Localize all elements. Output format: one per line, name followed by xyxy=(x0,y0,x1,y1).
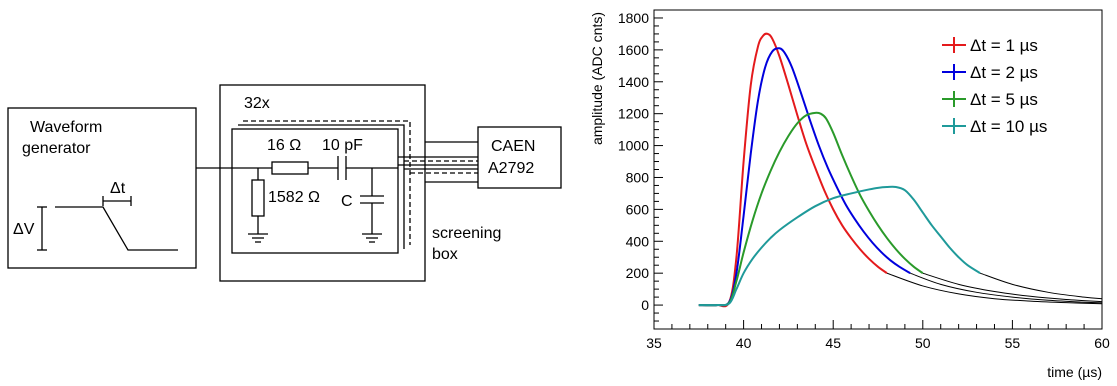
x-tick-label: 45 xyxy=(825,335,841,351)
caen-digitizer-box xyxy=(477,126,562,189)
circuit-diagram xyxy=(7,84,562,282)
digitizer-line2: A2792 xyxy=(488,160,534,177)
resistor-1582ohm xyxy=(251,179,265,217)
series-line xyxy=(698,111,924,307)
y-tick-label: 200 xyxy=(626,265,650,281)
cap1-label: 10 pF xyxy=(322,137,363,154)
x-tick-label: 60 xyxy=(1094,335,1110,351)
y-tick-label: 1000 xyxy=(618,138,649,154)
r1-label: 16 Ω xyxy=(267,137,301,154)
y-tick-label: 1600 xyxy=(618,42,649,58)
y-tick-label: 800 xyxy=(626,169,650,185)
delta-t-label: Δt xyxy=(110,180,126,197)
series-line xyxy=(698,185,981,307)
fit-tail-line xyxy=(910,272,1103,304)
channels-label: 32x xyxy=(244,95,270,112)
fit-tail-line xyxy=(922,272,1103,303)
axis-ticks: 35 40 45 50 55 600200400600800100012001400160… xyxy=(618,10,1110,351)
fit-tail-line xyxy=(886,272,1103,305)
x-tick-label: 50 xyxy=(915,335,931,351)
x-axis-label: time (µs) xyxy=(1047,364,1102,380)
digitizer-line1: CAEN xyxy=(491,138,535,155)
y-tick-label: 1400 xyxy=(618,74,649,90)
legend-label: Δt = 1 µs xyxy=(970,36,1038,55)
delta-v-label: ΔV xyxy=(13,221,35,238)
waveform-trace xyxy=(55,206,178,251)
screening-box xyxy=(219,84,426,282)
y-tick-label: 600 xyxy=(626,201,650,217)
series-line xyxy=(698,32,888,308)
generator-title-line1: Waveform xyxy=(30,119,102,136)
cap2-label: C xyxy=(341,193,353,210)
resistor-16ohm xyxy=(271,161,309,175)
r2-label: 1582 Ω xyxy=(268,189,320,206)
channel-board xyxy=(231,128,399,254)
y-tick-label: 400 xyxy=(626,233,650,249)
chart-curves xyxy=(698,32,1103,308)
screening-label-line1: screening xyxy=(432,225,501,242)
y-tick-label: 1200 xyxy=(618,106,649,122)
pulse-chart: 35 40 45 50 55 600200400600800100012001400160… xyxy=(589,9,1110,380)
y-axis-label: amplitude (ADC cnts) xyxy=(589,12,605,145)
legend-label: Δt = 10 µs xyxy=(970,117,1047,136)
screening-label-line2: box xyxy=(432,246,458,263)
x-tick-label: 40 xyxy=(736,335,752,351)
x-tick-label: 35 xyxy=(646,335,662,351)
series-line xyxy=(698,47,911,307)
y-tick-label: 1800 xyxy=(618,10,649,26)
generator-title-line2: generator xyxy=(22,140,91,157)
fit-tail-line xyxy=(979,272,1103,300)
x-tick-label: 55 xyxy=(1005,335,1021,351)
chart-legend: Δt = 1 µs Δt = 2 µs Δt = 5 µs Δt = 10 µs xyxy=(942,36,1047,136)
legend-label: Δt = 2 µs xyxy=(970,63,1038,82)
legend-label: Δt = 5 µs xyxy=(970,90,1038,109)
plot-frame xyxy=(653,9,1103,330)
waveform-generator-box xyxy=(7,107,197,269)
y-tick-label: 0 xyxy=(641,297,649,313)
